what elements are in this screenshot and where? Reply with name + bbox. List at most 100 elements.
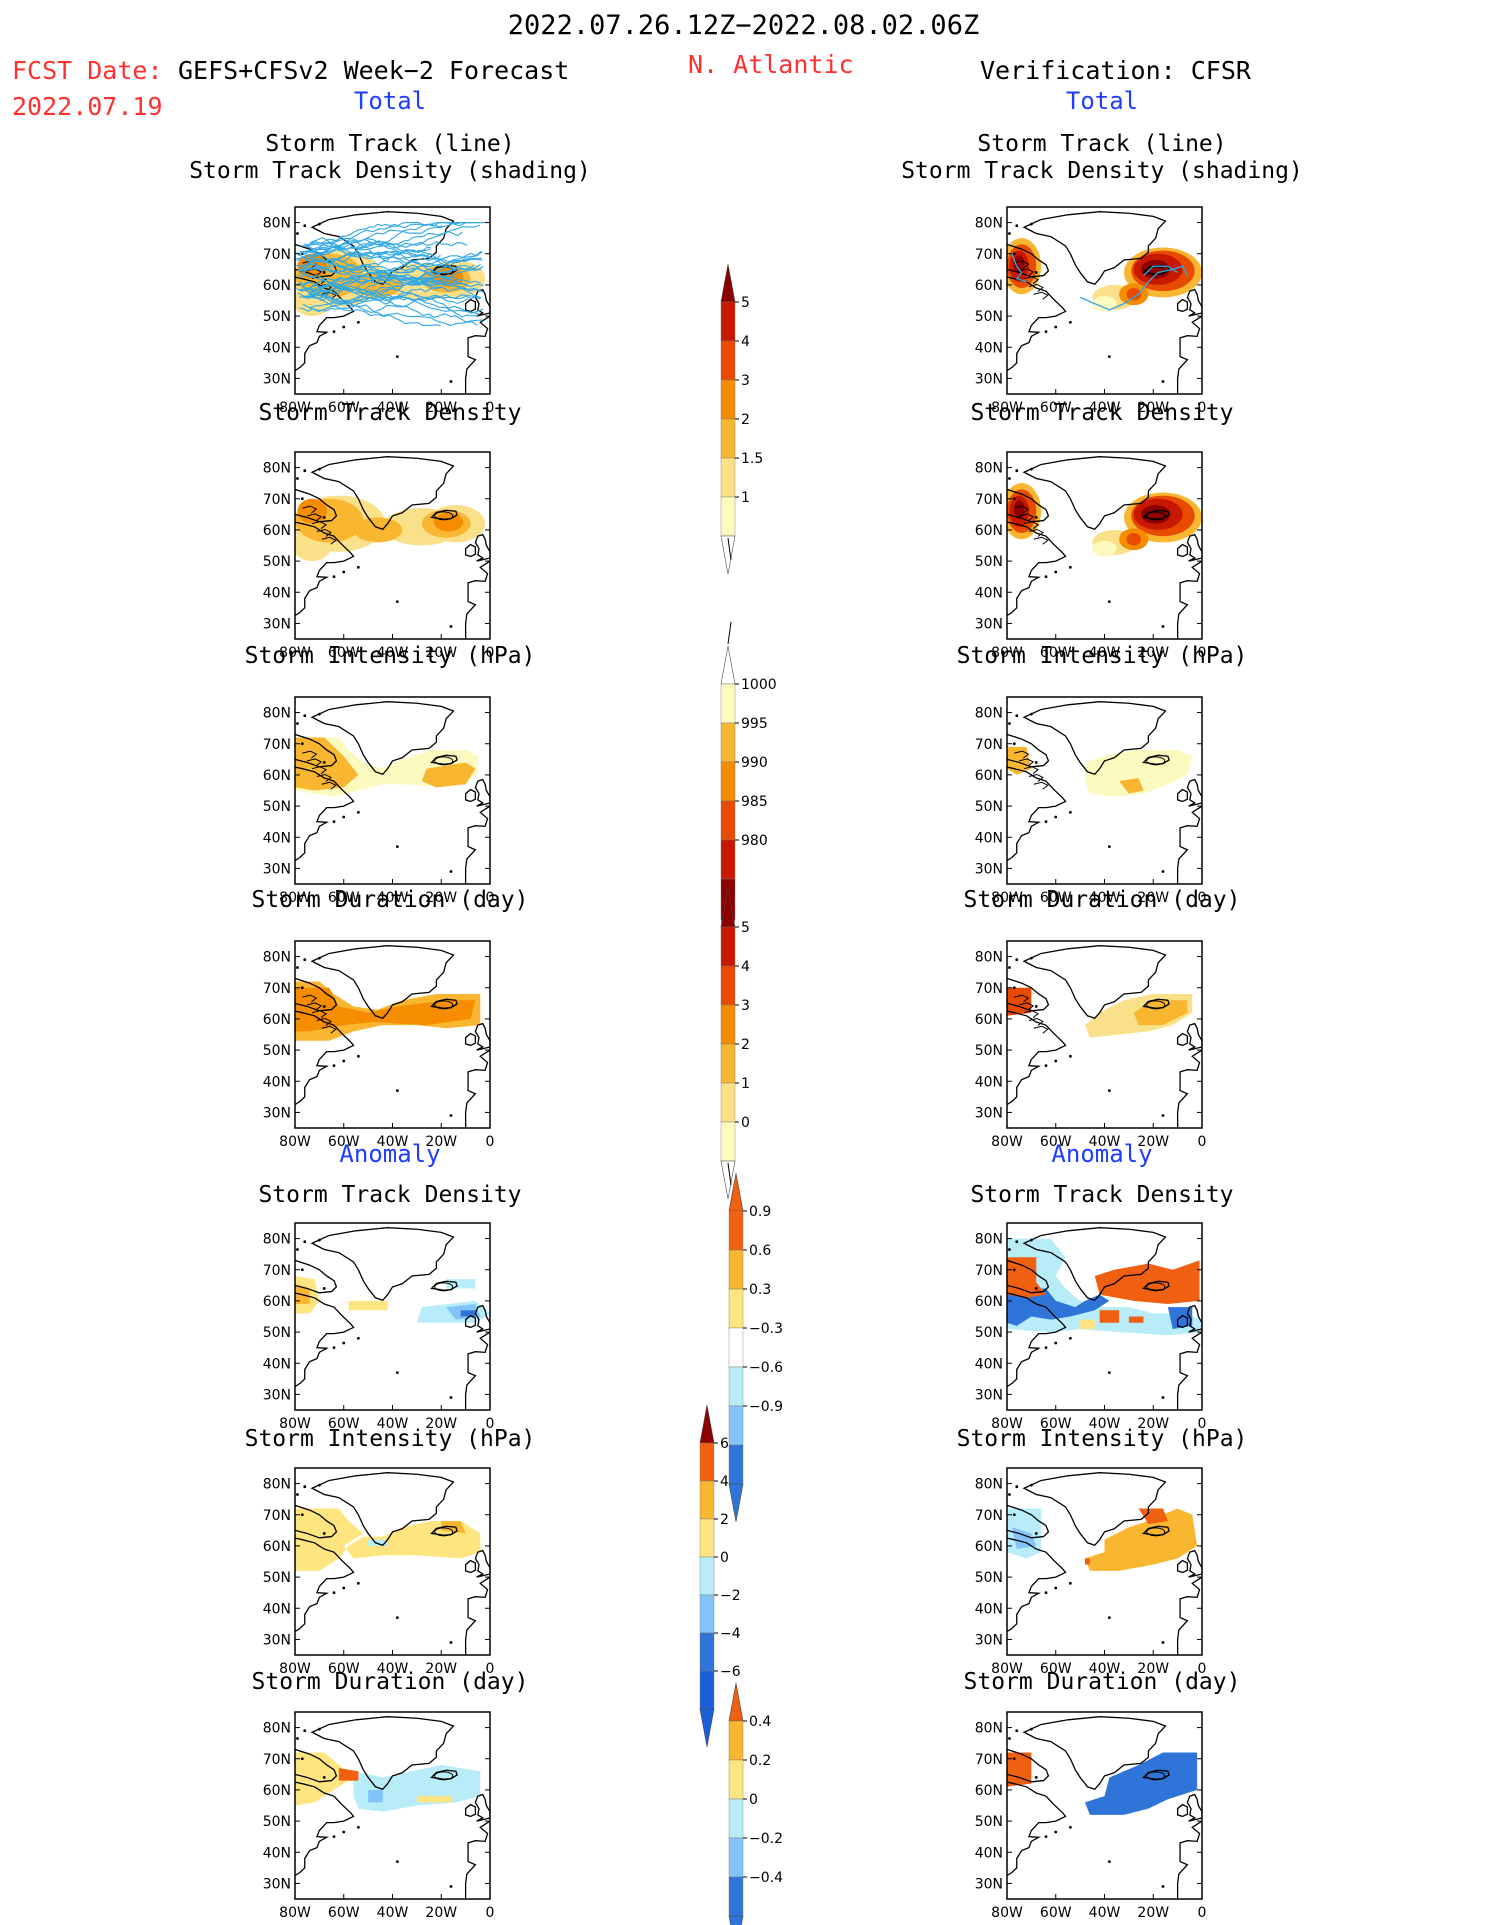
greenland-coast [1022, 1472, 1167, 1547]
island [1015, 1240, 1019, 1244]
island [1012, 1513, 1016, 1517]
island [317, 467, 321, 471]
ireland-coast [464, 1314, 477, 1329]
anom-neg-region [460, 1310, 476, 1317]
storm-track [297, 251, 483, 277]
island [1107, 1371, 1111, 1374]
island [1029, 1483, 1033, 1487]
island [356, 320, 360, 324]
density-blob [1126, 288, 1142, 301]
lat-tick-label: 80N [263, 950, 291, 966]
island [300, 986, 304, 990]
colorbar-label: −0.2 [749, 1831, 783, 1847]
storm-track [308, 273, 450, 305]
panel-content [1007, 211, 1202, 394]
island [303, 469, 307, 473]
europe-coast [1176, 805, 1202, 884]
lon-tick-label: 80W [991, 1416, 1023, 1432]
colorbar-segment [720, 1043, 736, 1084]
island [1161, 1885, 1165, 1888]
lat-tick-label: 70N [975, 981, 1003, 997]
contour-line [307, 758, 323, 767]
storm-track [303, 241, 468, 287]
lat-tick-label: 80N [263, 461, 291, 477]
island [1029, 956, 1033, 960]
contour-line [1014, 260, 1030, 269]
contour-line [321, 1025, 337, 1034]
colorbar-total-intensity: 1000 995 990 985 980 [720, 621, 777, 957]
coastlines [295, 1716, 490, 1899]
lat-tick-label: 40N [975, 1356, 1003, 1372]
colorbar-segment [699, 1632, 715, 1672]
lon-tick-label: 20W [425, 645, 457, 661]
lat-tick-label: 70N [975, 247, 1003, 263]
island [1034, 1287, 1038, 1290]
anom-pos-region [1085, 1558, 1090, 1565]
panel-content [295, 1716, 490, 1899]
colorbar-segment [728, 1366, 744, 1407]
panel-content [295, 701, 490, 884]
lon-tick-label: 80W [279, 1661, 311, 1677]
island [1161, 1114, 1165, 1117]
lon-tick-label: 40W [1089, 1134, 1121, 1150]
anom-neg-region [368, 1789, 383, 1803]
anom-pos-region [416, 1796, 451, 1803]
lon-tick-label: 60W [1040, 1416, 1072, 1432]
island [1054, 1830, 1058, 1834]
title-left-intensity: Storm Intensity (hPa) [244, 643, 536, 669]
island [1107, 355, 1111, 358]
panel-content [1007, 945, 1202, 1128]
colorbar-segment [720, 418, 736, 459]
colorbar-segment [720, 761, 736, 802]
island [1012, 742, 1016, 746]
title-right-intensity: Storm Intensity (hPa) [956, 643, 1248, 669]
britain-coast [474, 1793, 490, 1822]
storm-track [296, 246, 431, 272]
lat-tick-label: 80N [263, 216, 291, 232]
island [332, 1346, 336, 1350]
lon-tick-label: 40W [377, 1661, 409, 1677]
storm-track [299, 286, 449, 312]
panel-content [1007, 701, 1202, 884]
duration-region-3 [295, 987, 476, 1032]
contour-line [307, 1002, 323, 1011]
lat-tick-label: 70N [263, 492, 291, 508]
lat-tick-label: 40N [263, 1356, 291, 1372]
iceland-coast [430, 509, 458, 520]
island [342, 1830, 346, 1834]
anom-pos-region [295, 1752, 354, 1806]
map-panel-forecast-6: 80N 70N 60N 50N 40N 30N 80W 60W 40W 20W 0 [263, 1467, 494, 1677]
island [317, 1727, 321, 1731]
island [1161, 1396, 1165, 1399]
iceland-coast [1142, 998, 1170, 1009]
ireland-coast [1176, 1803, 1189, 1818]
map-panel-forecast-2: 80N 70N 60N 50N 40N 30N 80W 60W 40W 20W 0 [263, 451, 494, 661]
lon-tick-label: 20W [425, 1134, 457, 1150]
colorbar-label: 4 [741, 334, 750, 350]
title-left-duration: Storm Duration (day) [251, 887, 529, 913]
colorbar-label: 0.3 [749, 1282, 771, 1298]
island [356, 810, 360, 814]
island [1044, 1064, 1048, 1068]
contour-line [307, 513, 323, 522]
island [395, 1089, 399, 1092]
island [1008, 966, 1011, 969]
iceland-coast [430, 1525, 458, 1536]
colorbar-segment [720, 1121, 736, 1162]
island [1012, 252, 1016, 256]
colorbar-label: 0 [741, 1115, 750, 1131]
colorbar-segment [720, 379, 736, 420]
lon-tick-label: 60W [328, 1416, 360, 1432]
fcst-date-label: FCST Date: [12, 56, 163, 85]
island [296, 966, 299, 969]
title-left-anom-intensity: Storm Intensity (hPa) [244, 1426, 536, 1452]
europe-coast [1176, 1049, 1202, 1128]
coastlines [295, 1227, 490, 1410]
contour-line [1019, 268, 1035, 277]
lon-tick-label: 40W [1089, 1416, 1121, 1432]
north-america-coast [1007, 1010, 1067, 1106]
britain-coast [474, 288, 490, 317]
storm-track [1011, 253, 1027, 283]
north-america-coast [295, 276, 355, 372]
anom-neg-region [353, 1764, 481, 1812]
